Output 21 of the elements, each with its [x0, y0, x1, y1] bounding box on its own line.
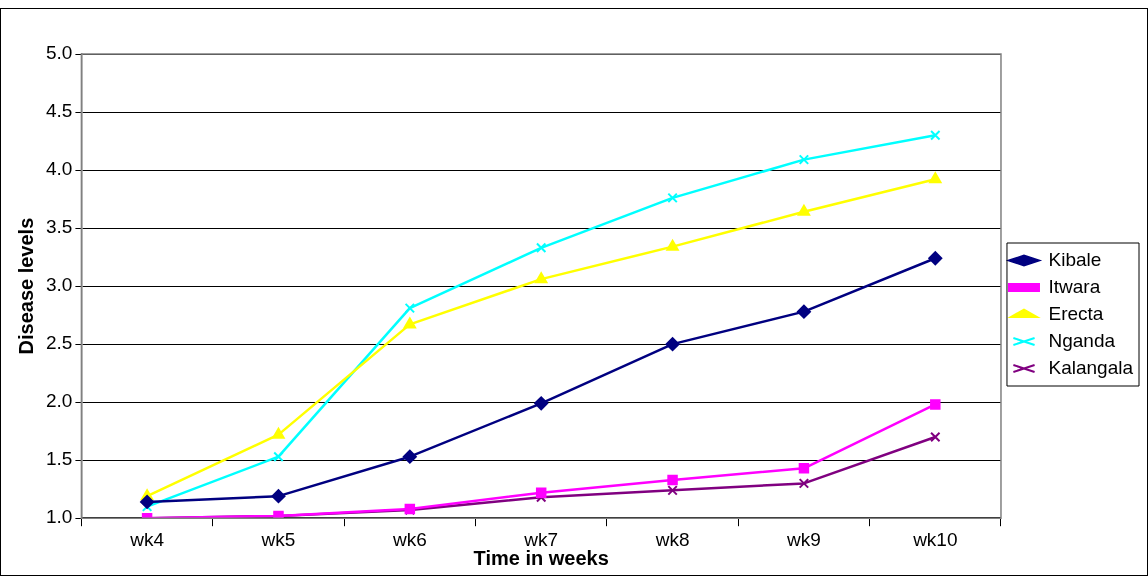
- y-tick-label: 5.0: [45, 42, 73, 64]
- x-tick-label: wk10: [912, 528, 958, 550]
- legend-label: Nganda: [1048, 329, 1116, 351]
- legend-label: Erecta: [1048, 302, 1104, 324]
- legend-label: Kibale: [1048, 248, 1102, 270]
- x-tick-label: wk8: [654, 528, 690, 550]
- y-tick-label: 2.5: [45, 332, 73, 354]
- x-tick-label: wk5: [260, 528, 296, 550]
- x-tick-label: wk4: [129, 528, 165, 550]
- y-tick-label: 1.0: [45, 506, 73, 528]
- legend-label: Itwara: [1048, 275, 1101, 297]
- x-tick-label: wk6: [391, 528, 427, 550]
- y-tick-label: 3.5: [45, 216, 73, 238]
- y-tick-label: 4.0: [45, 158, 73, 180]
- y-tick-label: 3.0: [45, 274, 73, 296]
- x-tick-label: wk9: [786, 528, 821, 550]
- y-axis-title: Disease levels: [14, 217, 37, 355]
- y-tick-label: 4.5: [45, 100, 73, 122]
- legend-label: Kalangala: [1048, 356, 1134, 378]
- y-tick-label: 1.5: [45, 448, 73, 470]
- y-tick-label: 2.0: [45, 390, 73, 412]
